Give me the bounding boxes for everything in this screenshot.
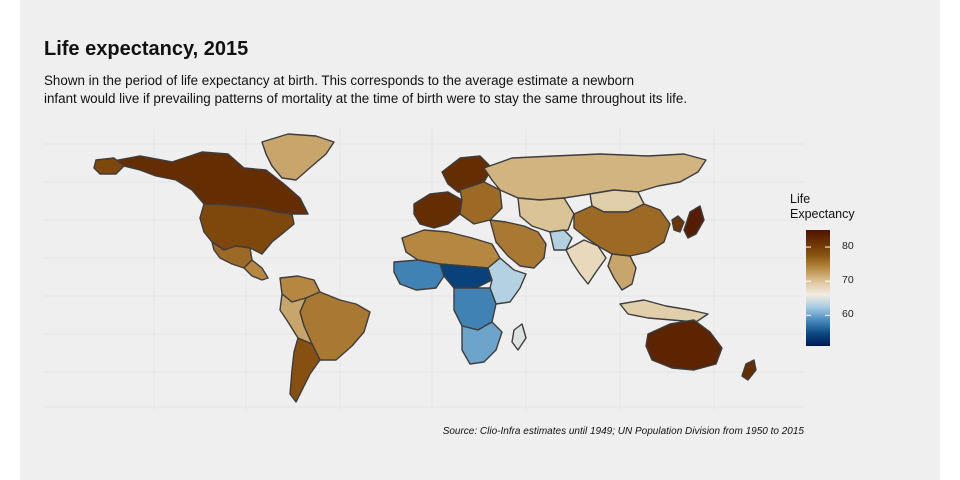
chart-title: Life expectancy, 2015 xyxy=(44,38,249,60)
legend-title: Life Expectancy xyxy=(790,192,855,222)
world-map xyxy=(44,128,804,410)
region-Central-America xyxy=(243,259,269,281)
legend-tick-label: 70 xyxy=(842,274,854,287)
region-Southern-Africa xyxy=(461,321,503,365)
chart-subtitle: Shown in the period of life expectancy a… xyxy=(44,72,764,108)
region-Eastern-Europe xyxy=(459,181,503,225)
region-Greenland xyxy=(261,133,335,181)
legend: Life Expectancy 80 70 60 xyxy=(790,192,855,346)
region-Western-Europe xyxy=(413,191,463,229)
subtitle-line-1: Shown in the period of life expectancy a… xyxy=(44,73,635,88)
legend-title-line-2: Expectancy xyxy=(790,207,855,221)
region-Southeast-Asia xyxy=(607,253,637,291)
region-West-Africa xyxy=(393,259,445,291)
legend-title-line-1: Life xyxy=(790,192,811,206)
region-Afghanistan xyxy=(549,229,573,251)
region-Middle-East xyxy=(489,219,547,269)
source-caption: Source: Clio-Infra estimates until 1949;… xyxy=(442,426,804,437)
region-Chile-Argentina xyxy=(289,337,321,403)
region-China xyxy=(573,203,671,257)
legend-colorbar xyxy=(806,230,830,346)
region-Alaska xyxy=(93,157,125,175)
subtitle-line-2: infant would live if prevailing patterns… xyxy=(44,91,688,106)
region-United-States xyxy=(199,203,295,255)
legend-tick-label: 80 xyxy=(842,240,854,253)
region-New-Zealand xyxy=(741,359,757,381)
countries xyxy=(93,133,757,403)
region-Australia xyxy=(645,319,723,371)
region-India xyxy=(565,239,607,285)
region-Madagascar xyxy=(511,323,527,351)
region-Sahel xyxy=(439,263,493,289)
region-Indonesia xyxy=(619,299,709,323)
region-Kazakhstan-Central-Asia xyxy=(517,197,575,233)
legend-tick-label: 60 xyxy=(842,308,854,321)
region-Peru-Bolivia xyxy=(279,293,313,345)
region-Korea xyxy=(671,215,685,233)
region-Japan xyxy=(683,205,705,239)
region-East-Africa xyxy=(487,257,527,305)
